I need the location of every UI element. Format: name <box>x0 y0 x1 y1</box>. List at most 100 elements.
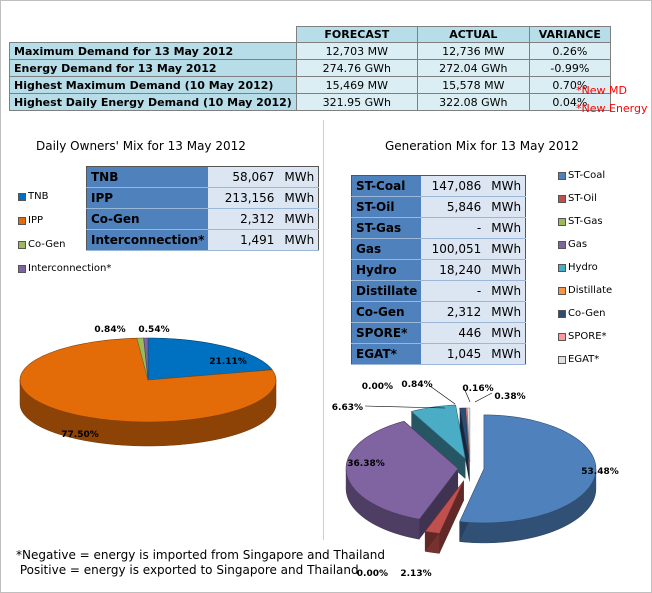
generation-mix-row: Co-Gen 2,312 MWh <box>351 301 526 323</box>
owners-mix-row: Interconnection* 1,491 MWh <box>86 229 319 251</box>
generation-pie-label: 0.84% <box>401 380 432 390</box>
owners-pie-label: 0.54% <box>138 325 169 335</box>
summary-row-variance: 0.04% <box>528 93 611 111</box>
generation-mix-value: 100,051 <box>421 238 486 260</box>
summary-row-label: Energy Demand for 13 May 2012 <box>9 59 297 77</box>
generation-mix-name: Co-Gen <box>351 301 422 323</box>
owners-mix-row: Co-Gen 2,312 MWh <box>86 208 319 230</box>
owners-pie-label: 21.11% <box>209 357 247 367</box>
generation-pie-slice-cut <box>411 411 466 479</box>
generation-mix-value: 1,045 <box>421 343 486 365</box>
generation-legend-swatch <box>558 171 566 180</box>
owners-legend-swatch <box>18 264 26 273</box>
generation-mix-name: ST-Oil <box>351 196 422 218</box>
owners-mix-name: Interconnection* <box>86 229 209 251</box>
owners-mix-unit: MWh <box>278 187 319 209</box>
generation-pie-label: 6.63% <box>332 403 363 413</box>
generation-mix-unit: MWh <box>485 322 526 344</box>
summary-header-blank <box>9 26 297 43</box>
generation-mix-table: ST-Coal 147,086 MWh ST-Oil 5,846 MWh ST-Gas -… <box>351 175 527 365</box>
owners-legend-item: TNB <box>18 191 111 202</box>
footnote-line-1: *Negative = energy is imported from Sing… <box>16 548 386 562</box>
summary-row: Maximum Demand for 13 May 2012 12,703 MW… <box>9 42 611 60</box>
owners-mix-value: 58,067 <box>208 166 279 188</box>
generation-mix-name: Distillate <box>351 280 422 302</box>
owners-legend-swatch <box>18 192 26 201</box>
generation-mix-value: 18,240 <box>421 259 486 281</box>
generation-mix-value: 2,312 <box>421 301 486 323</box>
generation-pie-slice <box>345 420 459 520</box>
generation-pie-label: 53.48% <box>581 467 619 477</box>
generation-mix-name: ST-Gas <box>351 217 422 239</box>
panel-divider <box>323 120 324 540</box>
generation-mix-unit: MWh <box>485 343 526 365</box>
owners-pie-label: 77.50% <box>61 430 99 440</box>
generation-mix-row: EGAT* 1,045 MWh <box>351 343 526 365</box>
generation-legend-label: SPORE* <box>568 331 607 342</box>
generation-mix-unit: MWh <box>485 196 526 218</box>
generation-legend-label: ST-Coal <box>568 170 606 181</box>
summary-header-variance: VARIANCE <box>528 26 611 43</box>
generation-legend-label: ST-Gas <box>568 216 603 227</box>
generation-mix-name: EGAT* <box>351 343 422 365</box>
summary-row-variance: 0.70% <box>528 76 611 94</box>
owners-mix-table: TNB 58,067 MWh IPP 213,156 MWh Co-Gen 2,312 MW… <box>86 166 320 251</box>
summary-row-actual: 322.08 GWh <box>416 93 530 111</box>
generation-mix-name: ST-Coal <box>351 175 422 197</box>
generation-legend-item: EGAT* <box>558 354 612 365</box>
generation-mix-unit: MWh <box>485 175 526 197</box>
generation-legend-item: Distillate <box>558 285 612 296</box>
owners-mix-name: TNB <box>86 166 209 188</box>
generation-legend-swatch <box>558 217 566 226</box>
generation-pie-slice <box>410 404 466 460</box>
generation-legend-swatch <box>558 286 566 295</box>
summary-header-forecast: FORECAST <box>295 26 418 43</box>
generation-legend-swatch <box>558 332 566 341</box>
generation-legend-swatch <box>558 240 566 249</box>
generation-legend: ST-Coal ST-Oil ST-Gas Gas Hydro Distillate Co-… <box>558 170 612 377</box>
generation-legend-swatch <box>558 194 566 203</box>
summary-row-label: Highest Maximum Demand (10 May 2012) <box>9 76 297 94</box>
summary-row-forecast: 15,469 MW <box>295 76 418 94</box>
generation-legend-item: ST-Gas <box>558 216 612 227</box>
generation-pie-slice-cut <box>459 408 470 483</box>
generation-mix-value: 446 <box>421 322 486 344</box>
owners-legend-item: Interconnection* <box>18 263 111 274</box>
generation-pie-slice <box>459 414 597 524</box>
generation-legend-swatch <box>558 355 566 364</box>
generation-mix-name: Hydro <box>351 259 422 281</box>
generation-mix-name: SPORE* <box>351 322 422 344</box>
generation-pie-leader <box>474 392 493 403</box>
summary-row: Highest Daily Energy Demand (10 May 2012… <box>9 93 611 111</box>
owners-mix-name: Co-Gen <box>86 208 209 230</box>
owners-legend-item: Co-Gen <box>18 239 111 250</box>
generation-mix-row: Hydro 18,240 MWh <box>351 259 526 281</box>
owners-pie-slice <box>143 337 149 381</box>
owners-mix-unit: MWh <box>278 208 319 230</box>
generation-mix-row: ST-Oil 5,846 MWh <box>351 196 526 218</box>
generation-legend-item: ST-Oil <box>558 193 612 204</box>
generation-pie-label: 0.38% <box>494 392 525 402</box>
summary-row-actual: 272.04 GWh <box>416 59 530 77</box>
owners-legend-label: TNB <box>28 191 49 202</box>
generation-pie-label: 2.13% <box>400 569 431 579</box>
generation-legend-label: ST-Oil <box>568 193 597 204</box>
owners-pie-label: 0.84% <box>94 325 125 335</box>
summary-table: FORECAST ACTUAL VARIANCE Maximum Demand … <box>9 26 611 111</box>
summary-row-forecast: 12,703 MW <box>295 42 418 60</box>
generation-mix-unit: MWh <box>485 280 526 302</box>
generation-mix-name: Gas <box>351 238 422 260</box>
generation-legend-item: SPORE* <box>558 331 612 342</box>
generation-pie-label: 0.00% <box>362 382 393 392</box>
generation-legend-swatch <box>558 263 566 272</box>
owners-legend-swatch <box>18 240 26 249</box>
generation-mix-unit: MWh <box>485 259 526 281</box>
generation-mix-unit: MWh <box>485 238 526 260</box>
owners-legend-label: Interconnection* <box>28 263 112 274</box>
generation-legend-item: Co-Gen <box>558 308 612 319</box>
owners-legend-label: IPP <box>28 215 44 226</box>
generation-pie-label: 36.38% <box>347 459 385 469</box>
summary-row-label: Maximum Demand for 13 May 2012 <box>9 42 297 60</box>
generation-mix-unit: MWh <box>485 301 526 323</box>
